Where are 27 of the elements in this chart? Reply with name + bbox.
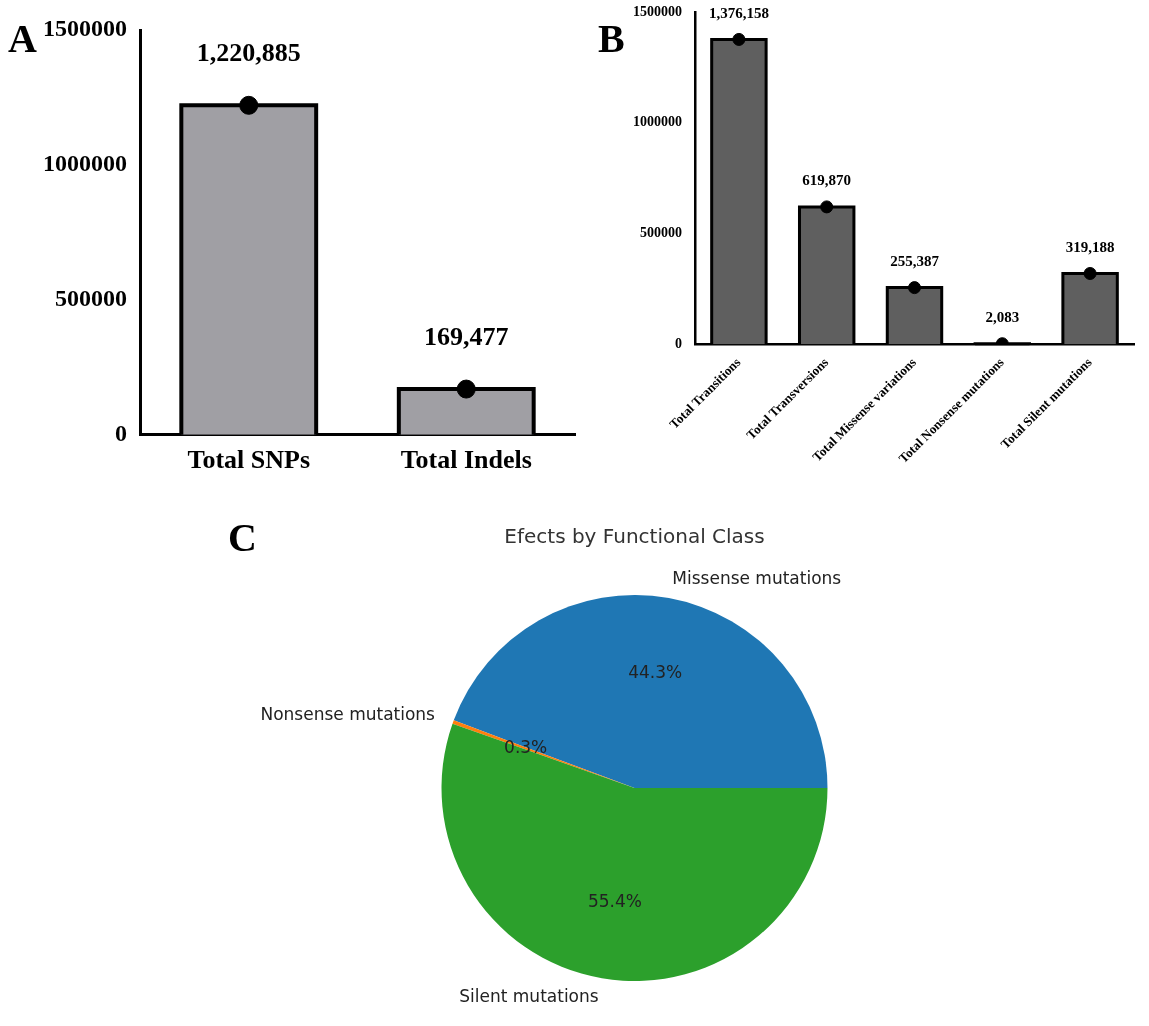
data-label: 55.4% <box>587 890 642 911</box>
data-label: 1,376,158 <box>708 4 769 21</box>
slice-label: Missense mutations <box>672 567 842 588</box>
y-tick-label: 1000000 <box>633 114 682 130</box>
text: A <box>8 16 37 62</box>
text: B <box>598 16 625 62</box>
text: C <box>228 515 257 561</box>
x-tick-label: Total SNPs <box>187 445 311 475</box>
y-tick-label: 0 <box>115 420 127 446</box>
chart-title: Efects by Functional Class <box>504 524 765 549</box>
data-label: 319,188 <box>1065 238 1115 255</box>
y-tick-label: 0 <box>675 335 682 351</box>
data-label: 169,477 <box>424 321 509 351</box>
data-label: 1,220,885 <box>196 38 301 68</box>
data-label: 2,083 <box>985 309 1020 326</box>
data-label: 0.3% <box>504 736 548 757</box>
slice-label: Nonsense mutations <box>260 703 436 724</box>
y-tick-label: 1000000 <box>43 150 127 177</box>
data-label: 255,387 <box>890 253 940 269</box>
y-tick-label: 1500000 <box>43 15 127 42</box>
y-tick-label: 1500000 <box>633 3 682 19</box>
y-tick-label: 500000 <box>55 285 127 312</box>
x-tick-label: Total Indels <box>400 445 532 475</box>
slice-label: Silent mutations <box>459 985 599 1006</box>
data-label: 44.3% <box>628 662 683 683</box>
y-tick-label: 500000 <box>640 225 682 241</box>
data-label: 619,870 <box>802 172 852 189</box>
